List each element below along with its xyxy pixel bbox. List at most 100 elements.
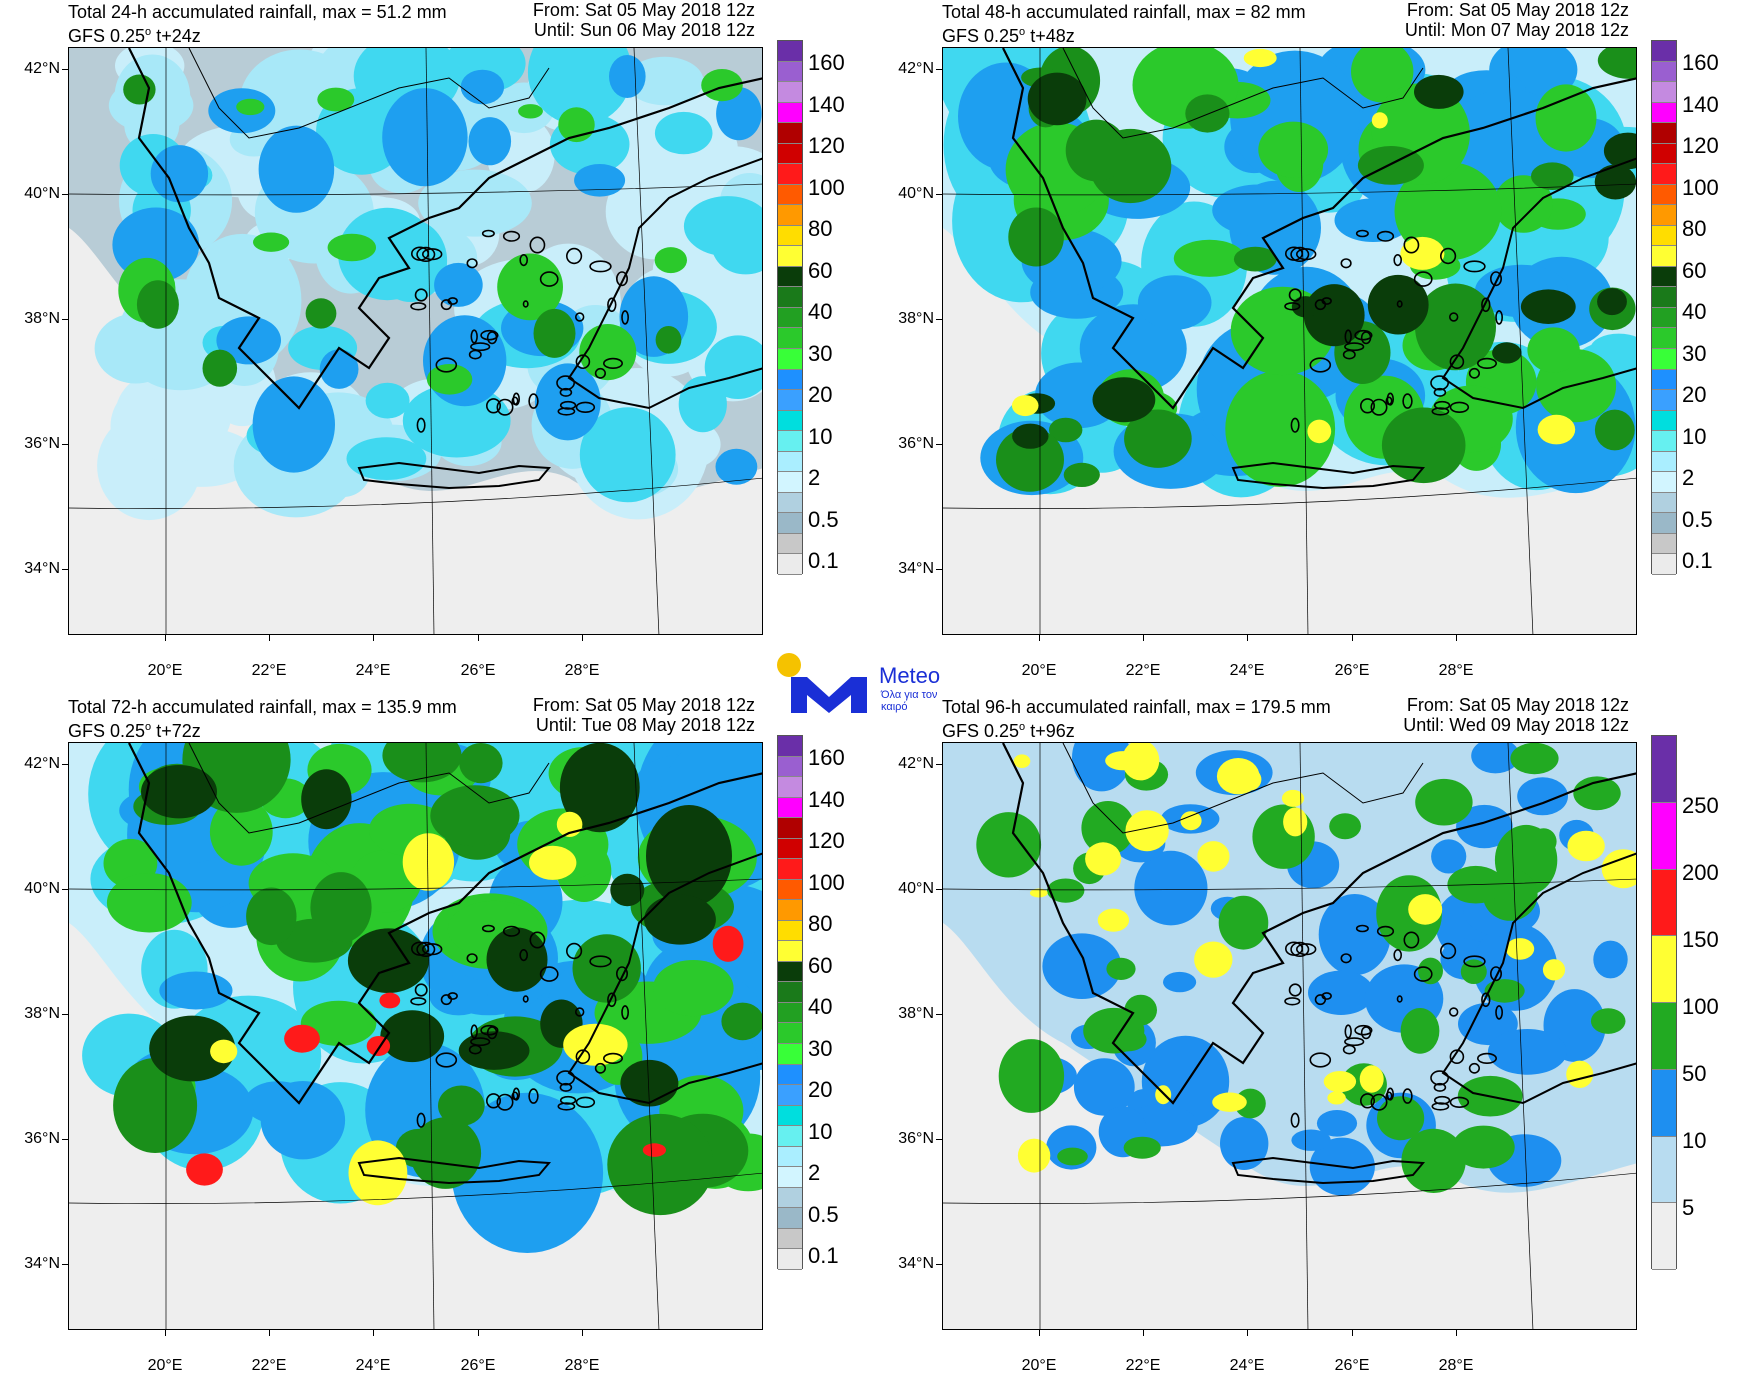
coastline-turkey [567,157,762,410]
rain-cell [1510,743,1559,775]
coastline-turkey [1441,157,1636,410]
island-outline [511,1091,519,1101]
rain-cell [1291,296,1320,318]
rain-cell [1492,342,1522,364]
island-outline [1385,396,1393,406]
island-outline [1321,992,1332,1000]
island-outline [1344,329,1352,344]
rain-cell [1327,1091,1346,1105]
rain-cell [610,873,645,907]
rainfall-field [69,48,762,634]
rain-cell [1220,1117,1269,1170]
lon-label: 28°E [564,662,600,679]
island-outline [1433,400,1451,410]
colorbar-label: 80 [808,911,833,936]
rain-cell [1452,1125,1515,1169]
colorbar-swatch [778,941,802,962]
rain-cell [1106,957,1136,980]
island-outline [528,393,539,409]
rain-cell [1597,48,1636,79]
colorbar-label: 2 [808,1160,821,1185]
rain-cell [1225,370,1336,487]
colorbar-swatch [778,390,802,411]
island-outline [1376,925,1395,937]
rain-cell [1377,1096,1425,1141]
island-outline [1370,398,1388,416]
rain-cell [1163,971,1197,993]
colorbar-label: 0.5 [808,1201,839,1227]
rain-cell [460,69,505,105]
rain-cell [1316,1110,1358,1137]
rain-cell [1027,72,1087,126]
colorbar-swatch [1652,41,1676,62]
colorbar-swatch [778,1023,802,1044]
colorbar-label: 100 [1682,174,1719,200]
island-outline [1402,393,1413,409]
lon-tick [1247,635,1248,641]
colorbar-swatch [778,1126,802,1147]
colorbar-swatch [778,410,802,432]
rain-cell [1194,941,1233,978]
rain-cell [654,111,713,155]
colorbar-swatch [1652,307,1676,329]
rain-cell [1008,207,1064,267]
colorbar-label: 60 [1682,257,1707,283]
island-outline [1288,288,1302,302]
colorbar-label: 2 [808,465,821,490]
island-outline [1476,357,1497,370]
island-outline [607,297,617,313]
rain-cell [998,1039,1065,1113]
crete-outline [357,461,552,490]
coastline-turkey [567,852,762,1105]
rain-cell [1471,743,1520,774]
gridline-35n [943,1172,1636,1204]
rain-cell [123,74,156,105]
coastline [128,743,762,1105]
lat-label: 34°N [24,1255,60,1272]
rain-cell [572,934,641,1003]
colorbar-swatch [778,777,802,798]
rain-cell [106,873,192,933]
island-outline [447,297,458,305]
rain-cell [1308,970,1374,1015]
island-outline [575,401,596,413]
colorbar-label: 250 [1682,793,1719,818]
island-outline [559,1095,577,1105]
rain-cell [518,104,543,119]
lat-label: 34°N [898,560,934,577]
rain-cell [115,367,232,462]
colorbar-swatch [778,205,802,226]
map-panel-24h: Total 24-h accumulated rainfall, max = 5… [0,0,873,695]
island-outline [1449,401,1470,413]
model-label: GFS 0.25o t+24z [68,26,201,46]
colorbar-label: 80 [808,216,833,241]
colorbar-swatch [1652,184,1676,206]
lon-label: 20°E [147,1357,183,1374]
panel-title: Total 72-h accumulated rainfall, max = 1… [68,697,457,717]
country-borders [188,743,550,834]
rain-cell [1049,417,1083,443]
lat-label: 42°N [24,755,60,772]
colorbar-swatch [1652,143,1676,165]
lat-label: 42°N [24,60,60,77]
island-outline [539,966,559,982]
island-outline [1495,1005,1503,1020]
meridian-line [425,48,435,634]
rain-cell [1141,1035,1230,1128]
island-outline [1449,1007,1459,1017]
colorbar-label: 140 [1682,91,1719,117]
lat-label: 38°N [24,1005,60,1022]
island-outline [1413,966,1433,982]
rain-cell [1173,239,1245,277]
island-outline [575,1049,591,1065]
colorbar-swatch [778,1043,802,1065]
lat-tick [62,1264,68,1265]
rain-cell [1414,74,1464,109]
island-outline [1433,387,1447,397]
colorbar-swatch [1652,205,1676,226]
rain-cell [1137,275,1212,330]
island-outline [481,229,495,238]
rain-cell [1566,1060,1594,1088]
colorbar-label: 0.1 [1682,548,1713,573]
rain-cell [236,98,265,116]
